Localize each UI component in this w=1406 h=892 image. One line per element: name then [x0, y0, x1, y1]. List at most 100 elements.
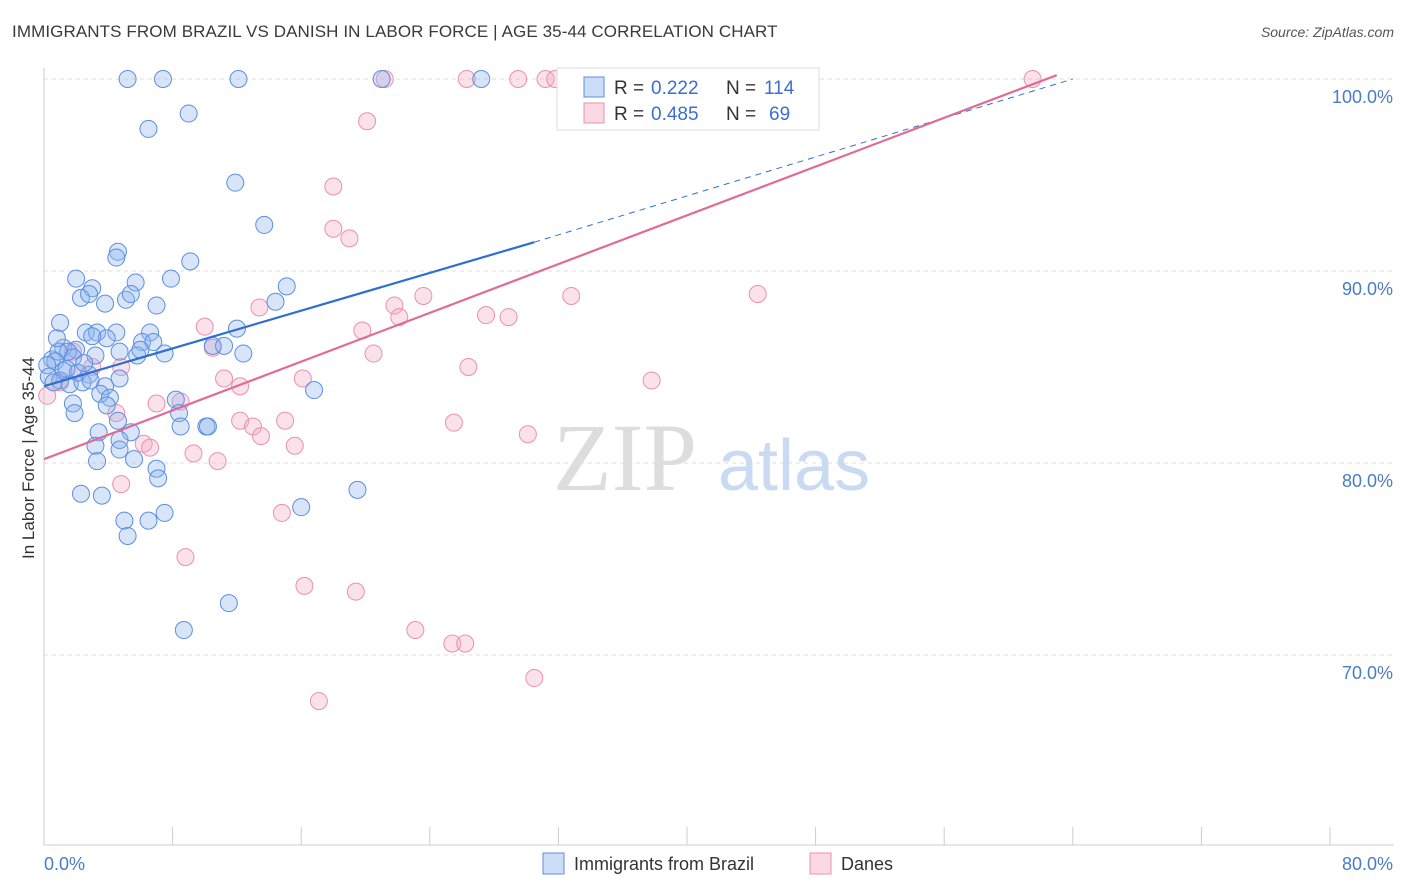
point-brazil: [118, 526, 137, 545]
point-brazil: [108, 411, 127, 430]
point-brazil: [115, 511, 134, 530]
point-brazil: [171, 417, 190, 436]
watermark: ZIP atlas: [553, 404, 870, 511]
point-brazil: [219, 594, 238, 613]
point-danes: [499, 308, 518, 327]
point-danes: [358, 112, 377, 131]
point-danes: [346, 582, 365, 601]
point-danes: [536, 70, 555, 88]
point-danes: [141, 438, 160, 457]
legend-n-value-2: 69: [769, 104, 790, 125]
point-brazil: [179, 104, 198, 123]
y-tick-label: 100.0%: [1332, 87, 1393, 107]
point-brazil: [110, 342, 129, 361]
point-brazil: [234, 344, 253, 363]
legend-r-value-2: 0.485: [651, 104, 699, 125]
point-danes: [293, 369, 312, 388]
trend-lines: [43, 74, 1073, 461]
point-brazil: [472, 70, 491, 88]
point-danes: [406, 621, 425, 640]
point-danes: [364, 344, 383, 363]
x-tick-label: 80.0%: [1342, 854, 1393, 874]
point-brazil: [65, 404, 84, 423]
point-brazil: [57, 359, 76, 378]
point-danes: [443, 634, 462, 653]
point-brazil: [372, 70, 391, 88]
point-danes: [195, 317, 214, 336]
bottom-legend-label-brazil: Immigrants from Brazil: [574, 854, 754, 874]
point-brazil: [92, 486, 111, 505]
point-brazil: [80, 285, 99, 304]
point-danes: [444, 413, 463, 432]
point-danes: [748, 285, 767, 304]
point-danes: [252, 427, 271, 446]
point-brazil: [121, 285, 140, 304]
point-brazil: [126, 273, 145, 292]
x-tick-label: 0.0%: [44, 854, 85, 874]
point-brazil: [110, 440, 129, 459]
legend-box: R = 0.222 N = 114 R = 0.485 N = 69: [556, 67, 820, 131]
point-danes: [457, 70, 476, 88]
point-brazil: [139, 511, 158, 530]
trend-line-danes: [43, 74, 1058, 461]
point-brazil: [43, 350, 62, 369]
point-brazil: [125, 450, 144, 469]
point-brazil: [83, 327, 102, 346]
point-brazil: [277, 277, 296, 296]
point-brazil: [97, 396, 116, 415]
legend-n-label-1: N =: [726, 78, 756, 99]
point-danes: [147, 394, 166, 413]
point-brazil: [107, 323, 126, 342]
point-brazil: [147, 459, 166, 478]
point-brazil: [161, 269, 180, 288]
legend-frame: [556, 67, 820, 131]
watermark-atlas: atlas: [718, 426, 870, 506]
point-brazil: [255, 215, 274, 234]
point-brazil: [38, 356, 57, 375]
point-danes: [509, 70, 528, 88]
point-brazil: [88, 452, 107, 471]
point-danes: [477, 306, 496, 325]
point-danes: [562, 286, 581, 305]
point-danes: [309, 692, 328, 711]
point-danes: [324, 177, 343, 196]
point-danes: [63, 342, 82, 361]
bottom-legend-swatch-pink: [809, 852, 832, 875]
point-brazil: [153, 70, 172, 88]
point-brazil: [305, 381, 324, 400]
point-brazil: [118, 70, 137, 88]
point-danes: [414, 286, 433, 305]
point-brazil: [110, 369, 129, 388]
point-brazil: [149, 469, 168, 488]
point-brazil: [91, 384, 110, 403]
point-danes: [459, 358, 478, 376]
point-brazil: [97, 329, 116, 348]
point-danes: [184, 444, 203, 463]
point-danes: [385, 296, 404, 315]
legend-r-value-1: 0.222: [651, 78, 699, 99]
legend-r-label-2: R =: [614, 104, 644, 125]
point-brazil: [198, 417, 217, 436]
point-danes: [456, 634, 475, 653]
point-brazil: [63, 394, 82, 413]
y-tick-label: 90.0%: [1342, 279, 1393, 299]
legend-n-label-2: N =: [726, 104, 756, 125]
point-danes: [324, 219, 343, 238]
point-danes: [525, 669, 544, 688]
point-brazil: [215, 336, 234, 355]
point-danes: [208, 452, 227, 471]
point-brazil: [229, 70, 248, 88]
point-brazil: [139, 119, 158, 138]
point-brazil: [116, 290, 135, 309]
point-danes: [285, 436, 304, 455]
x-tick-labels: 0.0% 80.0%: [44, 854, 1393, 874]
legend-swatch-blue: [583, 76, 605, 98]
point-brazil: [155, 503, 174, 522]
trend-line-brazil: [43, 241, 535, 388]
point-brazil: [147, 296, 166, 315]
point-brazil: [96, 294, 115, 313]
point-brazil: [51, 313, 70, 332]
axes: [43, 68, 1394, 846]
point-brazil: [47, 329, 66, 348]
